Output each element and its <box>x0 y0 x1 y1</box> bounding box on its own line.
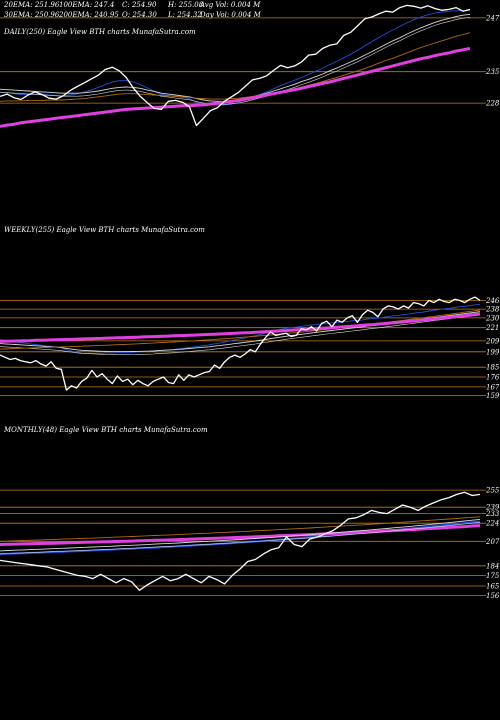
indicator-header: 20EMA: 251.96 100EMA: 247.4 C: 254.90 H:… <box>3 1 262 19</box>
weekly-price-line-0 <box>0 296 481 391</box>
daily-tick-label-2: 228 <box>485 100 500 108</box>
daily-panel-title: DAILY(250) Eagle View BTH charts MunafaS… <box>3 28 196 36</box>
weekly-ema-line-4 <box>0 312 481 343</box>
monthly-tick-label-2: 233 <box>485 510 500 518</box>
weekly-tick-label-6: 185 <box>486 364 500 372</box>
weekly-tick-label-5: 199 <box>486 348 500 356</box>
weekly-tick-label-9: 159 <box>486 392 500 400</box>
weekly-tick-label-4: 209 <box>485 337 500 345</box>
monthly-tick-label-7: 165 <box>486 583 500 591</box>
monthly-ema-band-3 <box>0 522 481 555</box>
monthly-tick-label-4: 207 <box>485 538 500 546</box>
weekly-panel-title: WEEKLY(255) Eagle View BTH charts Munafa… <box>4 226 205 234</box>
header-high: H: 255.08 <box>167 1 204 9</box>
daily-tick-label-0: 247 <box>485 14 500 22</box>
header-open: O: 254.30 <box>122 11 157 19</box>
monthly-panel-title: MONTHLY(48) Eagle View BTH charts Munafa… <box>3 426 208 434</box>
weekly-tick-label-7: 176 <box>486 374 500 382</box>
header-low: L: 254.32 <box>167 11 202 19</box>
header-100ema: 100EMA: 247.4 <box>59 1 114 9</box>
header-day-vol: Day Vol: 0.004 M <box>199 11 262 19</box>
monthly-price-line-0 <box>0 491 481 591</box>
header-close: C: 254.90 <box>122 1 157 9</box>
daily-tick-label-1: 235 <box>485 68 500 76</box>
weekly-tick-label-0: 246 <box>485 297 500 305</box>
daily-price-line-0 <box>0 4 471 127</box>
weekly-tick-label-1: 238 <box>485 306 500 314</box>
weekly-ema-band-2 <box>0 314 481 355</box>
header-avg-vol: Avg Vol: 0.004 M <box>199 1 261 9</box>
monthly-tick-label-5: 184 <box>486 562 499 570</box>
monthly-tick-label-6: 175 <box>486 572 500 580</box>
weekly-tick-label-2: 230 <box>485 314 500 322</box>
monthly-ema-line-3 <box>0 518 481 552</box>
monthly-ema-line-4 <box>0 516 481 542</box>
monthly-tick-label-1: 239 <box>485 504 500 512</box>
weekly-tick-label-8: 167 <box>486 383 500 391</box>
monthly-tick-label-3: 224 <box>485 520 499 528</box>
monthly-tick-label-8: 156 <box>486 592 500 600</box>
header-30ema: 30EMA: 250.96 <box>4 11 60 19</box>
daily-ema-line-3 <box>0 32 471 102</box>
daily-ema-band-2 <box>0 17 471 105</box>
daily-ema-line-4 <box>0 46 471 128</box>
daily-chart-panel: 247 235 228 <box>0 4 500 128</box>
monthly-tick-label-0: 255 <box>485 487 500 495</box>
header-20ema: 20EMA: 251.96 <box>3 1 60 9</box>
weekly-tick-label-3: 221 <box>485 324 499 332</box>
header-200ema: 200EMA: 240.95 <box>58 11 119 19</box>
